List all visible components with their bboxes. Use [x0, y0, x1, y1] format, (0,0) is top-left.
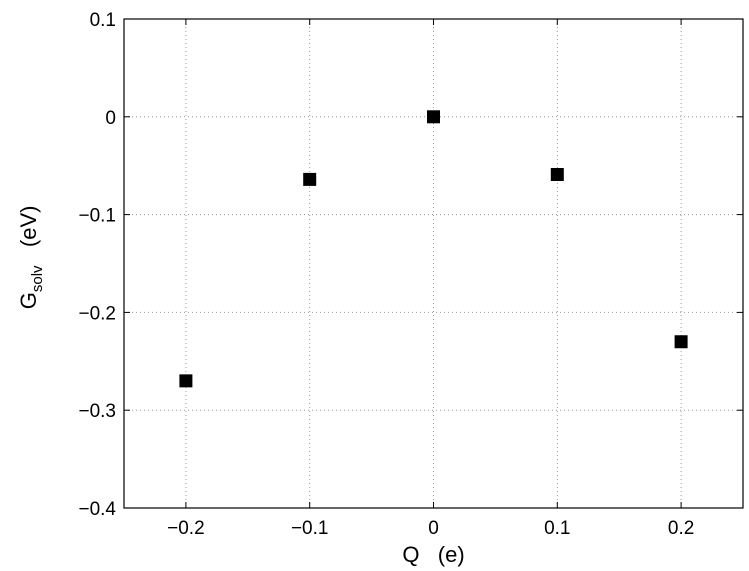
x-axis-title: Q (e): [402, 542, 464, 567]
x-tick-label: 0.1: [544, 518, 570, 539]
x-tick-label: −0.2: [167, 518, 205, 539]
data-point: [427, 110, 440, 124]
y-tick-label: 0: [105, 108, 116, 129]
y-tick-label: −0.4: [78, 499, 116, 520]
axis-ticks: [124, 18, 743, 509]
data-point: [179, 374, 193, 388]
y-tick-label: 0.1: [90, 10, 116, 31]
y-tick-label: −0.1: [78, 206, 116, 227]
x-tick-label: −0.1: [291, 518, 329, 539]
x-tick-label: 0.2: [668, 518, 694, 539]
y-axis-title-main: G: [16, 292, 41, 309]
y-axis-title-unit: (eV): [16, 206, 41, 248]
data-point: [550, 168, 564, 182]
data-point: [674, 335, 688, 349]
x-tick-label: 0: [428, 518, 439, 539]
y-axis-title-gap: [16, 247, 41, 265]
y-tick-label: −0.3: [78, 401, 116, 422]
data-points: [179, 110, 688, 388]
tick-labels: −0.2 −0.1 0 0.1 0.2 −0.4 −0.3 −0.2 −0.1 0 0.1: [78, 10, 694, 539]
y-tick-label: −0.2: [78, 303, 116, 324]
y-axis-title-subscript: solv: [29, 265, 46, 292]
y-axis-title: Gsolv (eV): [16, 187, 46, 340]
grid-lines: [124, 18, 743, 509]
data-point: [303, 172, 317, 186]
